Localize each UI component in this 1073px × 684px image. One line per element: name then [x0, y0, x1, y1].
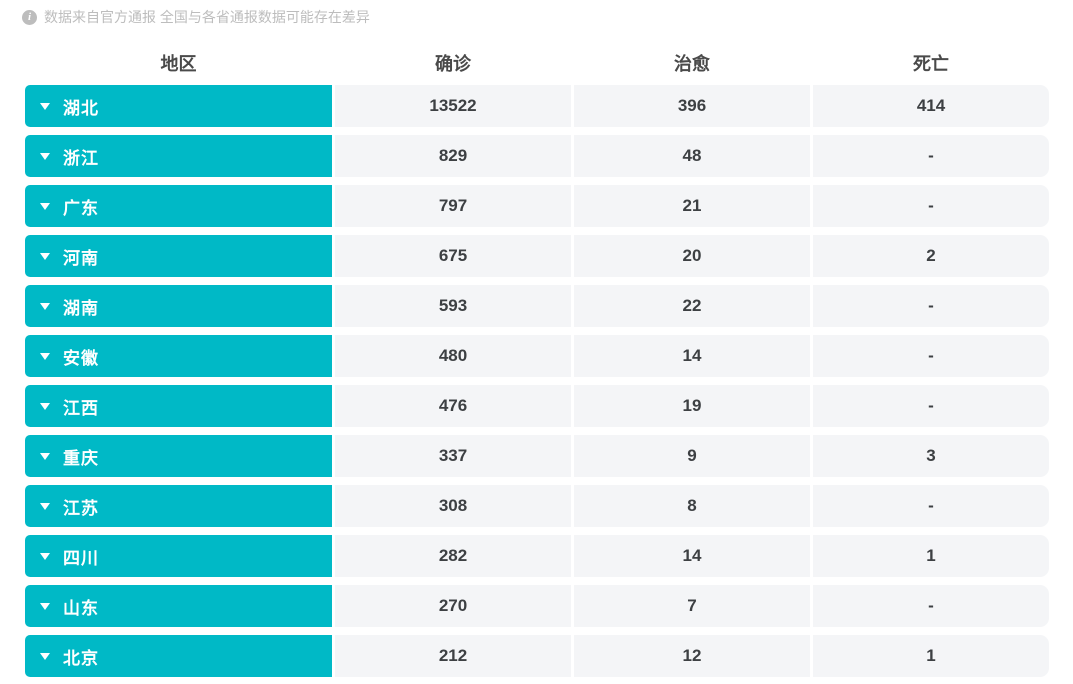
confirmed-cell: 593: [335, 285, 571, 327]
table-row: 江西 476 19 -: [25, 385, 1049, 427]
region-label: 江苏: [63, 498, 99, 518]
cured-cell: 19: [574, 385, 810, 427]
cured-cell: 21: [574, 185, 810, 227]
cured-cell: 7: [574, 585, 810, 627]
region-expand-button[interactable]: 广东: [25, 185, 332, 227]
region-label: 湖南: [63, 298, 99, 318]
region-expand-button[interactable]: 安徽: [25, 335, 332, 377]
data-source-note-text: 数据来自官方通报 全国与各省通报数据可能存在差异: [44, 9, 370, 25]
region-label: 北京: [63, 648, 99, 668]
column-header-deaths: 死亡: [913, 54, 949, 74]
deaths-cell: -: [813, 135, 1049, 177]
table-header-row: 地区 确诊 治愈 死亡: [25, 41, 1049, 85]
confirmed-cell: 282: [335, 535, 571, 577]
cured-cell: 12: [574, 635, 810, 677]
confirmed-cell: 829: [335, 135, 571, 177]
cured-cell: 22: [574, 285, 810, 327]
table-row: 山东 270 7 -: [25, 585, 1049, 627]
table-row: 湖北 13522 396 414: [25, 85, 1049, 127]
confirmed-cell: 797: [335, 185, 571, 227]
confirmed-cell: 308: [335, 485, 571, 527]
caret-down-icon: [40, 102, 50, 110]
table-row: 四川 282 14 1: [25, 535, 1049, 577]
cured-cell: 396: [574, 85, 810, 127]
deaths-cell: -: [813, 585, 1049, 627]
table-row: 浙江 829 48 -: [25, 135, 1049, 177]
table-row: 湖南 593 22 -: [25, 285, 1049, 327]
deaths-cell: 414: [813, 85, 1049, 127]
column-header-confirmed: 确诊: [435, 54, 471, 74]
table-row: 江苏 308 8 -: [25, 485, 1049, 527]
deaths-cell: -: [813, 385, 1049, 427]
deaths-cell: 2: [813, 235, 1049, 277]
caret-down-icon: [40, 152, 50, 160]
table-row: 安徽 480 14 -: [25, 335, 1049, 377]
caret-down-icon: [40, 302, 50, 310]
info-icon: [22, 9, 37, 25]
region-label: 重庆: [63, 448, 99, 468]
deaths-cell: 1: [813, 635, 1049, 677]
region-label: 湖北: [63, 98, 99, 118]
confirmed-cell: 13522: [335, 85, 571, 127]
table-row: 重庆 337 9 3: [25, 435, 1049, 477]
caret-down-icon: [40, 352, 50, 360]
region-expand-button[interactable]: 江苏: [25, 485, 332, 527]
deaths-cell: 3: [813, 435, 1049, 477]
region-label: 河南: [63, 248, 99, 268]
caret-down-icon: [40, 552, 50, 560]
table-row: 广东 797 21 -: [25, 185, 1049, 227]
region-label: 山东: [63, 598, 99, 618]
cured-cell: 9: [574, 435, 810, 477]
table-body: 湖北 13522 396 414 浙江 829 48 - 广东 797 21 -…: [25, 85, 1049, 677]
caret-down-icon: [40, 252, 50, 260]
caret-down-icon: [40, 402, 50, 410]
caret-down-icon: [40, 602, 50, 610]
confirmed-cell: 675: [335, 235, 571, 277]
region-label: 广东: [63, 198, 99, 218]
column-header-region: 地区: [160, 54, 197, 74]
deaths-cell: -: [813, 285, 1049, 327]
region-label: 浙江: [63, 148, 99, 168]
caret-down-icon: [40, 652, 50, 660]
region-label: 安徽: [63, 348, 99, 368]
confirmed-cell: 270: [335, 585, 571, 627]
cured-cell: 14: [574, 335, 810, 377]
region-expand-button[interactable]: 湖南: [25, 285, 332, 327]
region-label: 江西: [63, 398, 99, 418]
province-data-table: 地区 确诊 治愈 死亡 湖北 13522 396 414 浙江 829 48 -…: [25, 41, 1049, 677]
confirmed-cell: 337: [335, 435, 571, 477]
region-expand-button[interactable]: 浙江: [25, 135, 332, 177]
deaths-cell: -: [813, 485, 1049, 527]
region-expand-button[interactable]: 四川: [25, 535, 332, 577]
region-expand-button[interactable]: 北京: [25, 635, 332, 677]
cured-cell: 20: [574, 235, 810, 277]
caret-down-icon: [40, 202, 50, 210]
deaths-cell: -: [813, 185, 1049, 227]
column-header-cured: 治愈: [674, 54, 710, 74]
table-row: 北京 212 12 1: [25, 635, 1049, 677]
confirmed-cell: 212: [335, 635, 571, 677]
region-expand-button[interactable]: 山东: [25, 585, 332, 627]
confirmed-cell: 480: [335, 335, 571, 377]
caret-down-icon: [40, 502, 50, 510]
region-expand-button[interactable]: 河南: [25, 235, 332, 277]
cured-cell: 48: [574, 135, 810, 177]
caret-down-icon: [40, 452, 50, 460]
region-expand-button[interactable]: 江西: [25, 385, 332, 427]
data-source-note: 数据来自官方通报 全国与各省通报数据可能存在差异: [0, 0, 1073, 25]
cured-cell: 8: [574, 485, 810, 527]
region-expand-button[interactable]: 重庆: [25, 435, 332, 477]
table-row: 河南 675 20 2: [25, 235, 1049, 277]
cured-cell: 14: [574, 535, 810, 577]
deaths-cell: 1: [813, 535, 1049, 577]
confirmed-cell: 476: [335, 385, 571, 427]
deaths-cell: -: [813, 335, 1049, 377]
region-expand-button[interactable]: 湖北: [25, 85, 332, 127]
region-label: 四川: [63, 548, 99, 568]
